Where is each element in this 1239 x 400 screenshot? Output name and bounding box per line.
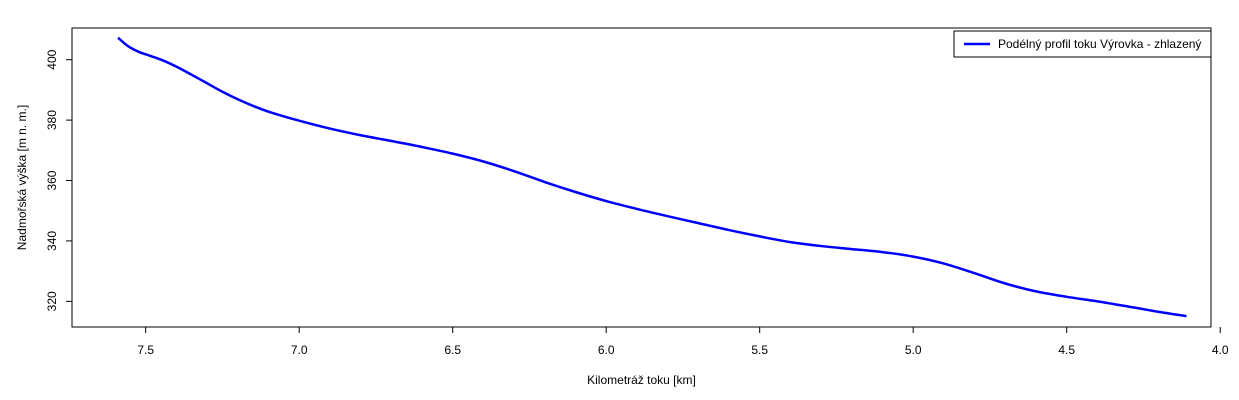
y-tick-label: 400	[45, 49, 59, 69]
plot-series	[117, 36, 1187, 318]
legend-label: Podélný profil toku Výrovka - zhlazený	[998, 37, 1201, 51]
y-tick-label: 360	[45, 170, 59, 190]
x-tick-label: 5.5	[751, 343, 768, 357]
x-tick-label: 4.0	[1212, 343, 1229, 357]
x-tick-label: 5.0	[905, 343, 922, 357]
x-axis-title: Kilometráž toku [km]	[587, 373, 696, 387]
plot-frame	[71, 27, 1212, 328]
y-tick-label: 380	[45, 110, 59, 130]
x-tick-label: 7.0	[291, 343, 308, 357]
x-tick-label: 4.5	[1058, 343, 1075, 357]
y-axis: 320 340 360 380 400	[45, 49, 72, 311]
x-tick-label: 6.5	[444, 343, 461, 357]
x-tick-label: 7.5	[137, 343, 154, 357]
legend-box	[953, 30, 1212, 58]
y-tick-label: 320	[45, 291, 59, 311]
x-axis: 7.5 7.0 6.5 6.0 5.5 5.0 4.5 4.0	[137, 327, 1229, 357]
y-tick-label: 340	[45, 231, 59, 251]
series-line	[117, 36, 1187, 318]
legend: Podélný profil toku Výrovka - zhlazený	[953, 30, 1212, 58]
x-tick-label: 6.0	[598, 343, 615, 357]
y-axis-title: Nadmořská výška [m n. m.]	[15, 105, 29, 250]
